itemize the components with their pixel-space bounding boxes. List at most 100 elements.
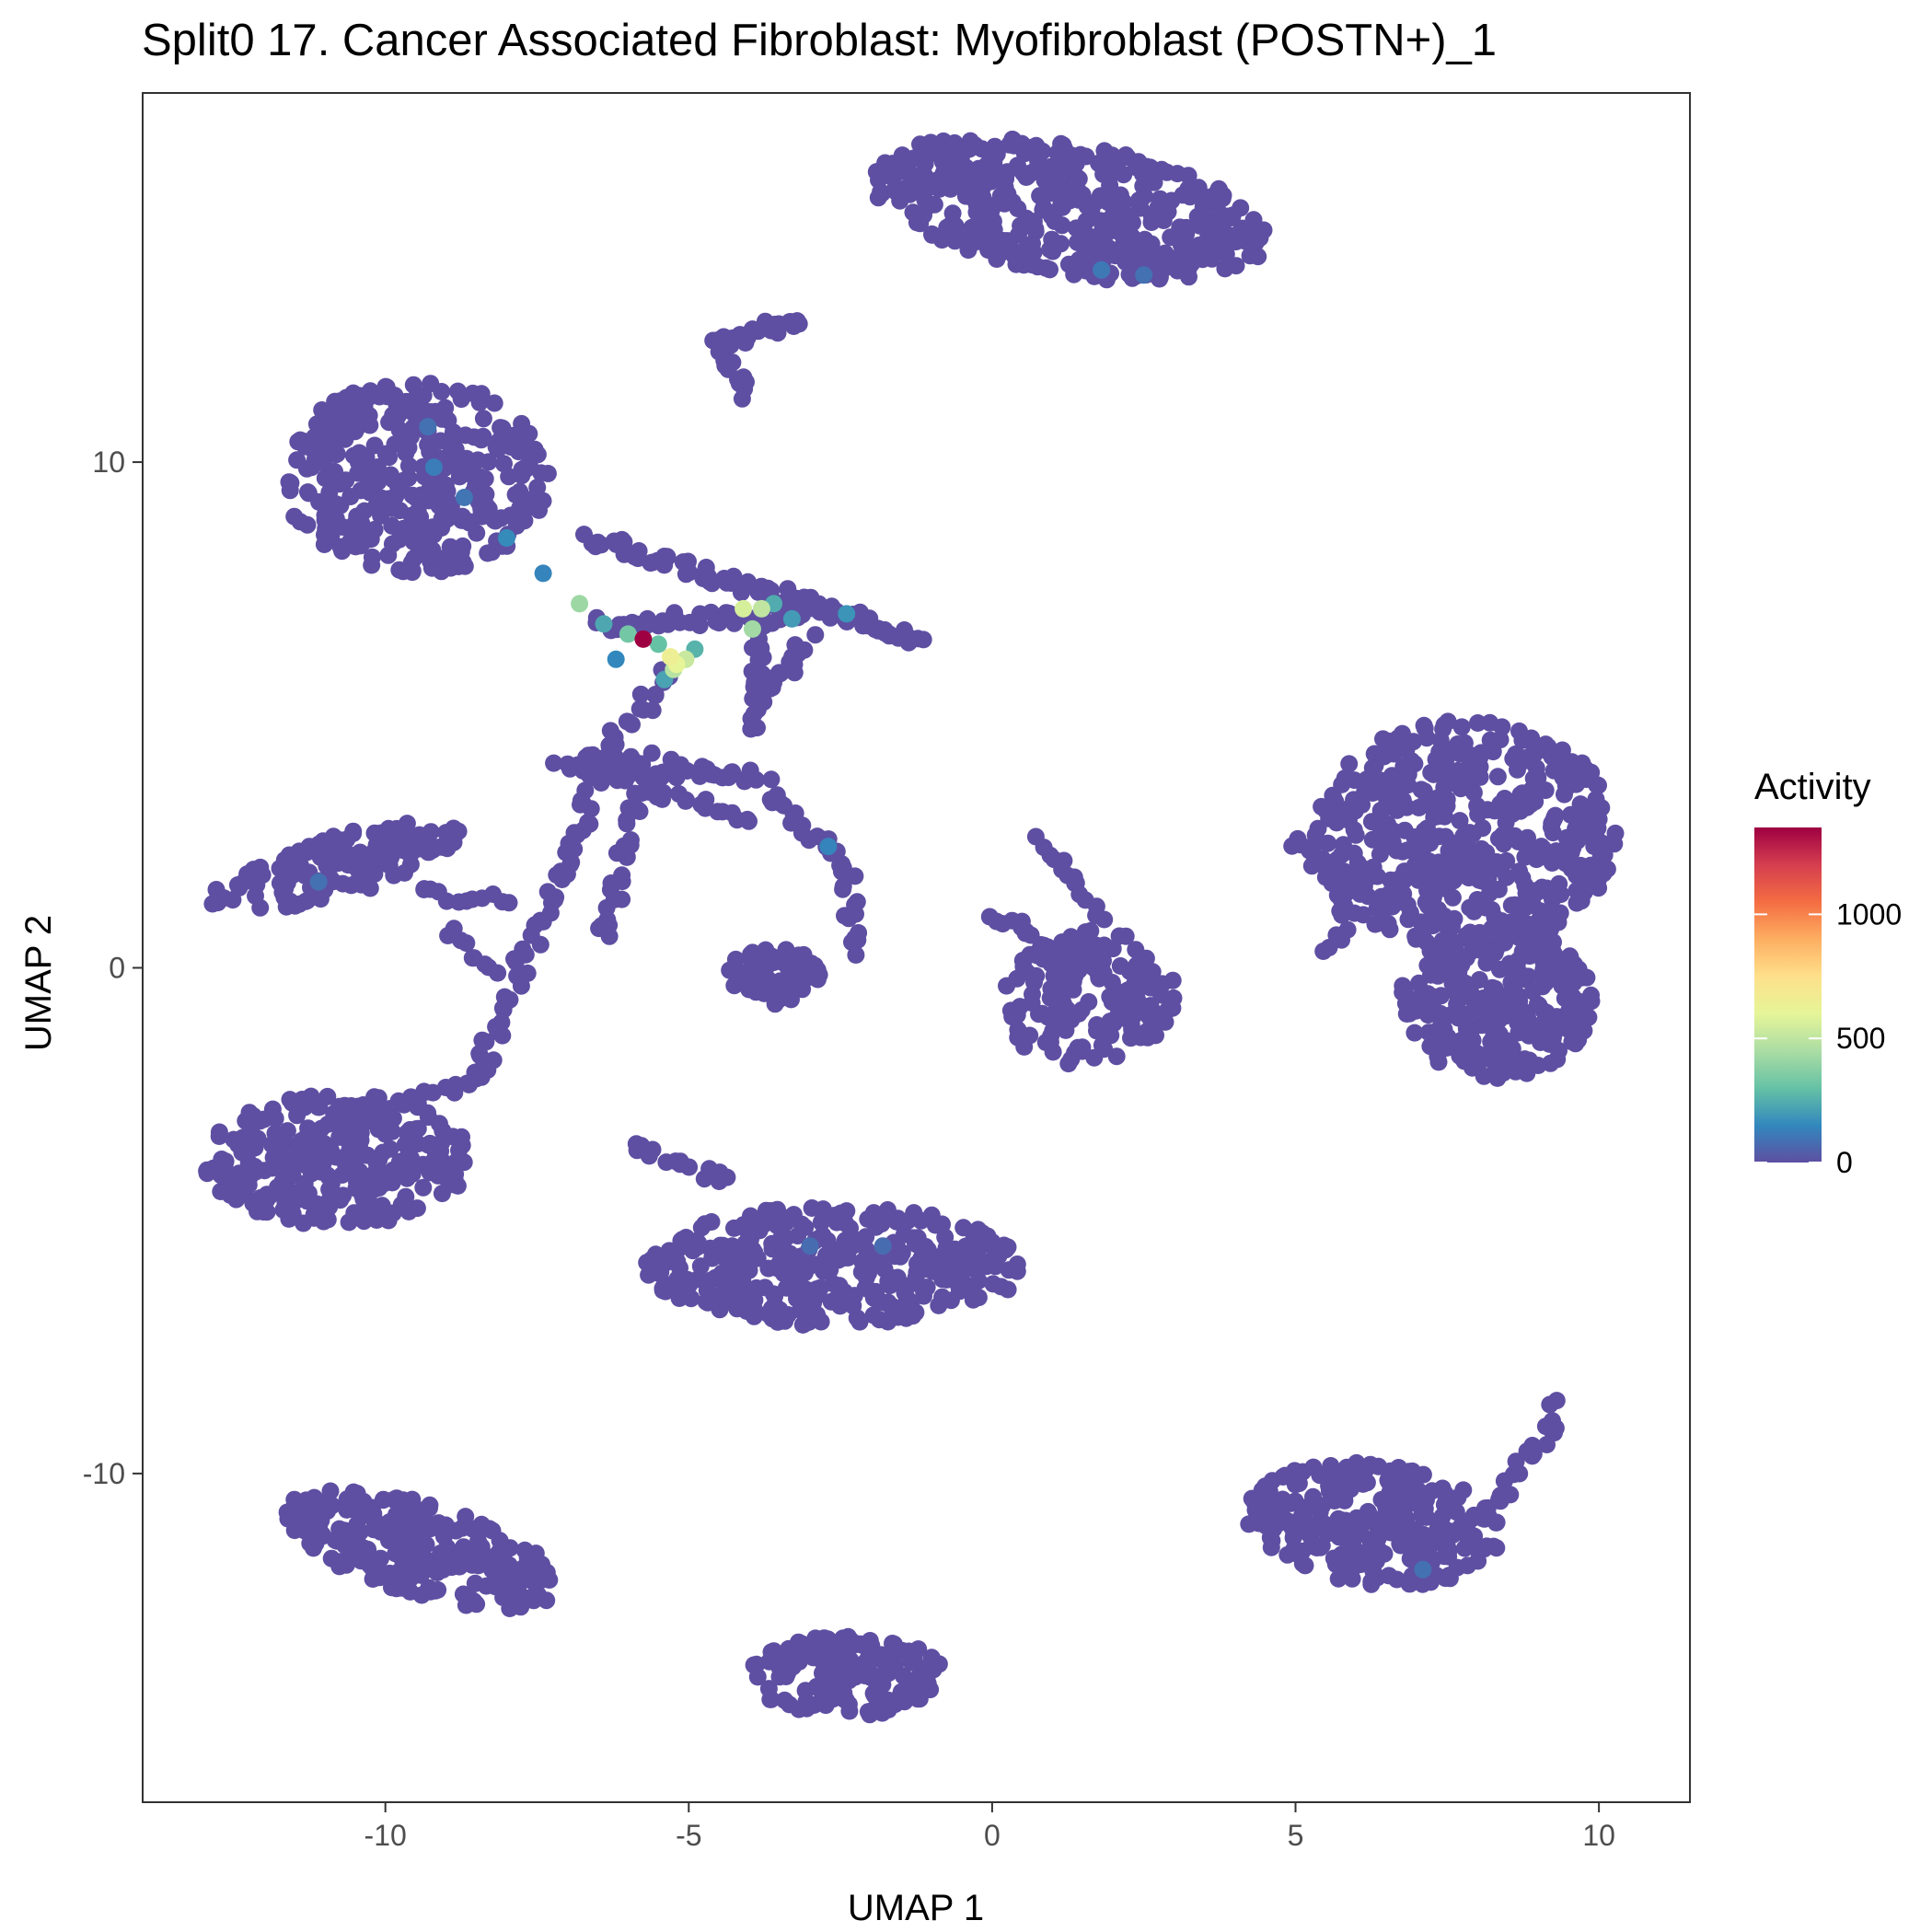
cell-point	[1399, 776, 1417, 794]
cell-point	[310, 1146, 329, 1164]
cell-point	[1409, 1482, 1428, 1500]
cell-point	[457, 934, 476, 953]
cell-point	[1468, 796, 1487, 815]
cell-point	[493, 1026, 512, 1045]
cell-point	[774, 976, 792, 994]
cell-point	[384, 1109, 402, 1128]
cell-point	[759, 1680, 778, 1698]
cell-point	[837, 1214, 855, 1232]
cell-point	[1371, 802, 1390, 819]
cell-point	[1418, 882, 1437, 900]
cell-point	[346, 422, 364, 441]
cell-point	[834, 877, 852, 896]
cell-point	[677, 791, 695, 809]
cell-point	[918, 1278, 936, 1297]
cell-point	[881, 1277, 899, 1295]
cell-point	[998, 977, 1015, 995]
cell-point	[747, 1278, 766, 1297]
legend-title: Activity	[1754, 767, 1871, 807]
cell-point	[832, 862, 850, 881]
cell-point	[618, 848, 636, 866]
cell-point	[1113, 238, 1131, 257]
cell-point	[341, 488, 360, 505]
cell-point	[306, 428, 324, 446]
cell-point	[1313, 797, 1331, 816]
cell-point	[1425, 765, 1442, 783]
cell-point	[806, 626, 825, 644]
cell-point	[1391, 1534, 1409, 1553]
cell-point	[1174, 186, 1192, 204]
highlight-point	[419, 418, 437, 436]
cell-point	[1041, 184, 1059, 202]
cell-point	[376, 850, 394, 868]
cell-point	[834, 1629, 852, 1648]
cell-point	[1052, 942, 1070, 960]
legend-ticks: 0 500 1000	[1754, 897, 1902, 1179]
cell-point	[1507, 1062, 1525, 1081]
cell-point	[1156, 1012, 1174, 1031]
cell-point	[893, 146, 911, 165]
cell-point	[938, 1257, 956, 1276]
cell-point	[884, 1635, 901, 1652]
cell-point	[878, 1201, 897, 1219]
cell-point	[379, 546, 398, 564]
axes-layer: -10 -5 0 5 10 -10 0 10	[83, 445, 1615, 1852]
cell-point	[453, 1519, 471, 1537]
cell-point	[451, 1134, 469, 1152]
cell-point	[321, 1482, 340, 1500]
cell-point	[445, 447, 464, 465]
cell-point	[765, 674, 782, 692]
cell-point	[434, 1561, 452, 1579]
cell-point	[908, 630, 927, 648]
cell-point	[428, 839, 445, 857]
cell-point	[1304, 1458, 1323, 1476]
cell-point	[1381, 1484, 1399, 1502]
cell-point	[1542, 1054, 1559, 1072]
cell-point	[1449, 761, 1467, 780]
cell-point	[1451, 745, 1469, 763]
cell-point	[812, 1213, 830, 1232]
cell-point	[1012, 216, 1030, 235]
cell-point	[198, 1164, 216, 1183]
cell-point	[1395, 982, 1414, 1001]
cell-point	[1247, 228, 1266, 247]
cell-point	[427, 553, 445, 572]
highlight-point	[649, 635, 667, 654]
cell-point	[754, 648, 772, 666]
cell-point	[818, 1232, 837, 1250]
cell-point	[1052, 235, 1070, 253]
cell-point	[1009, 200, 1027, 218]
cell-point	[538, 465, 557, 482]
cell-point	[383, 1174, 401, 1192]
cell-point	[1573, 968, 1591, 987]
cell-point	[936, 1228, 954, 1246]
cell-point	[1064, 980, 1082, 999]
cell-point	[423, 1136, 441, 1154]
cell-point	[758, 579, 777, 597]
cell-point	[1164, 989, 1183, 1007]
cell-point	[1435, 858, 1453, 876]
cell-point	[276, 1194, 295, 1211]
cell-point	[1313, 1536, 1331, 1555]
cell-point	[1194, 210, 1212, 228]
cell-point	[1415, 716, 1433, 735]
cell-point	[1408, 992, 1427, 1011]
cell-point	[1462, 982, 1480, 1001]
cell-point	[1465, 1527, 1484, 1545]
cell-point	[743, 961, 761, 979]
cell-point	[1015, 1037, 1034, 1056]
cell-point	[500, 894, 518, 912]
cell-point	[1333, 906, 1351, 924]
cell-point	[592, 774, 610, 792]
cell-point	[1503, 804, 1521, 823]
cell-point	[572, 795, 589, 814]
cell-point	[462, 1591, 480, 1608]
cell-point	[1502, 973, 1521, 991]
cell-point	[1308, 1515, 1326, 1533]
cell-point	[399, 1202, 418, 1221]
cell-point	[915, 206, 932, 225]
cell-point	[800, 831, 818, 850]
cell-point	[429, 1166, 447, 1185]
cell-point	[1146, 973, 1164, 991]
legend-colorbar	[1754, 827, 1822, 1163]
